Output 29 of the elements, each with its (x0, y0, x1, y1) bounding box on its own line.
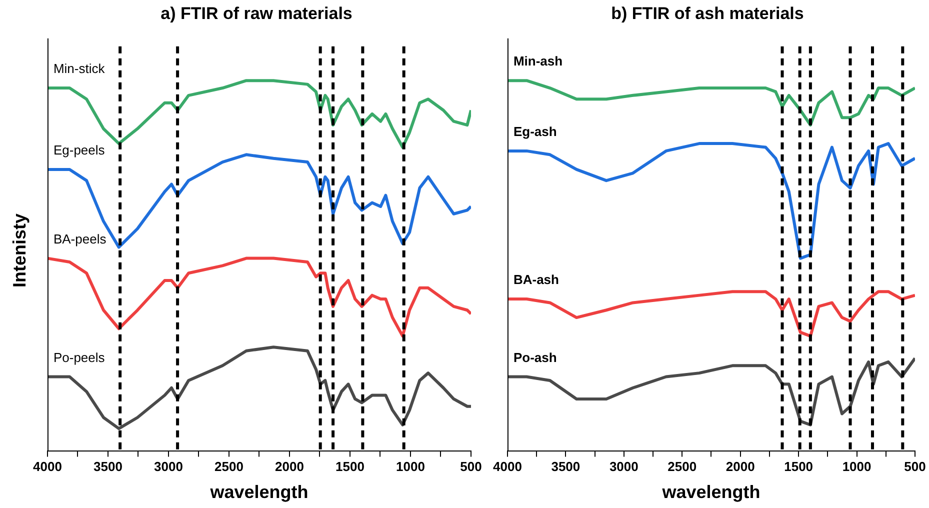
series-label: Min-ash (513, 54, 563, 69)
x-tick-label: 3000 (154, 459, 183, 474)
x-tick-label: 1500 (784, 459, 814, 474)
series-label: Po-ash (513, 350, 557, 365)
x-tick-label: 500 (460, 459, 482, 474)
x-tick-label: 2500 (668, 459, 697, 474)
x-tick-label: 2000 (726, 459, 755, 474)
series-label: Eg-ash (513, 124, 557, 140)
series-label: Po-peels (53, 350, 106, 365)
x-tick-label: 3500 (94, 459, 122, 474)
x-tick-label: 4000 (33, 459, 62, 474)
x-tick-label: 3500 (551, 459, 580, 474)
x-tick-label: 4000 (493, 459, 522, 474)
x-axis-title: wavelength (661, 482, 760, 502)
x-tick-label: 500 (904, 459, 926, 474)
chart-title: a) FTIR of raw materials (160, 4, 352, 23)
x-tick-label: 2000 (275, 459, 304, 474)
y-axis-title: Intenisty (10, 212, 30, 288)
x-tick-label: 1500 (336, 459, 364, 474)
x-axis-title: wavelength (209, 482, 308, 502)
x-tick-label: 1000 (396, 459, 425, 474)
x-tick-label: 2500 (214, 459, 244, 474)
x-tick-label: 3000 (609, 459, 638, 474)
series-label: BA-peels (53, 231, 107, 246)
series-label: Eg-peels (53, 142, 106, 158)
chart-title: b) FTIR of ash materials (611, 4, 804, 23)
x-tick-label: 1000 (842, 459, 872, 474)
series-label: Min-stick (53, 61, 106, 76)
series-label: BA-ash (513, 272, 560, 288)
